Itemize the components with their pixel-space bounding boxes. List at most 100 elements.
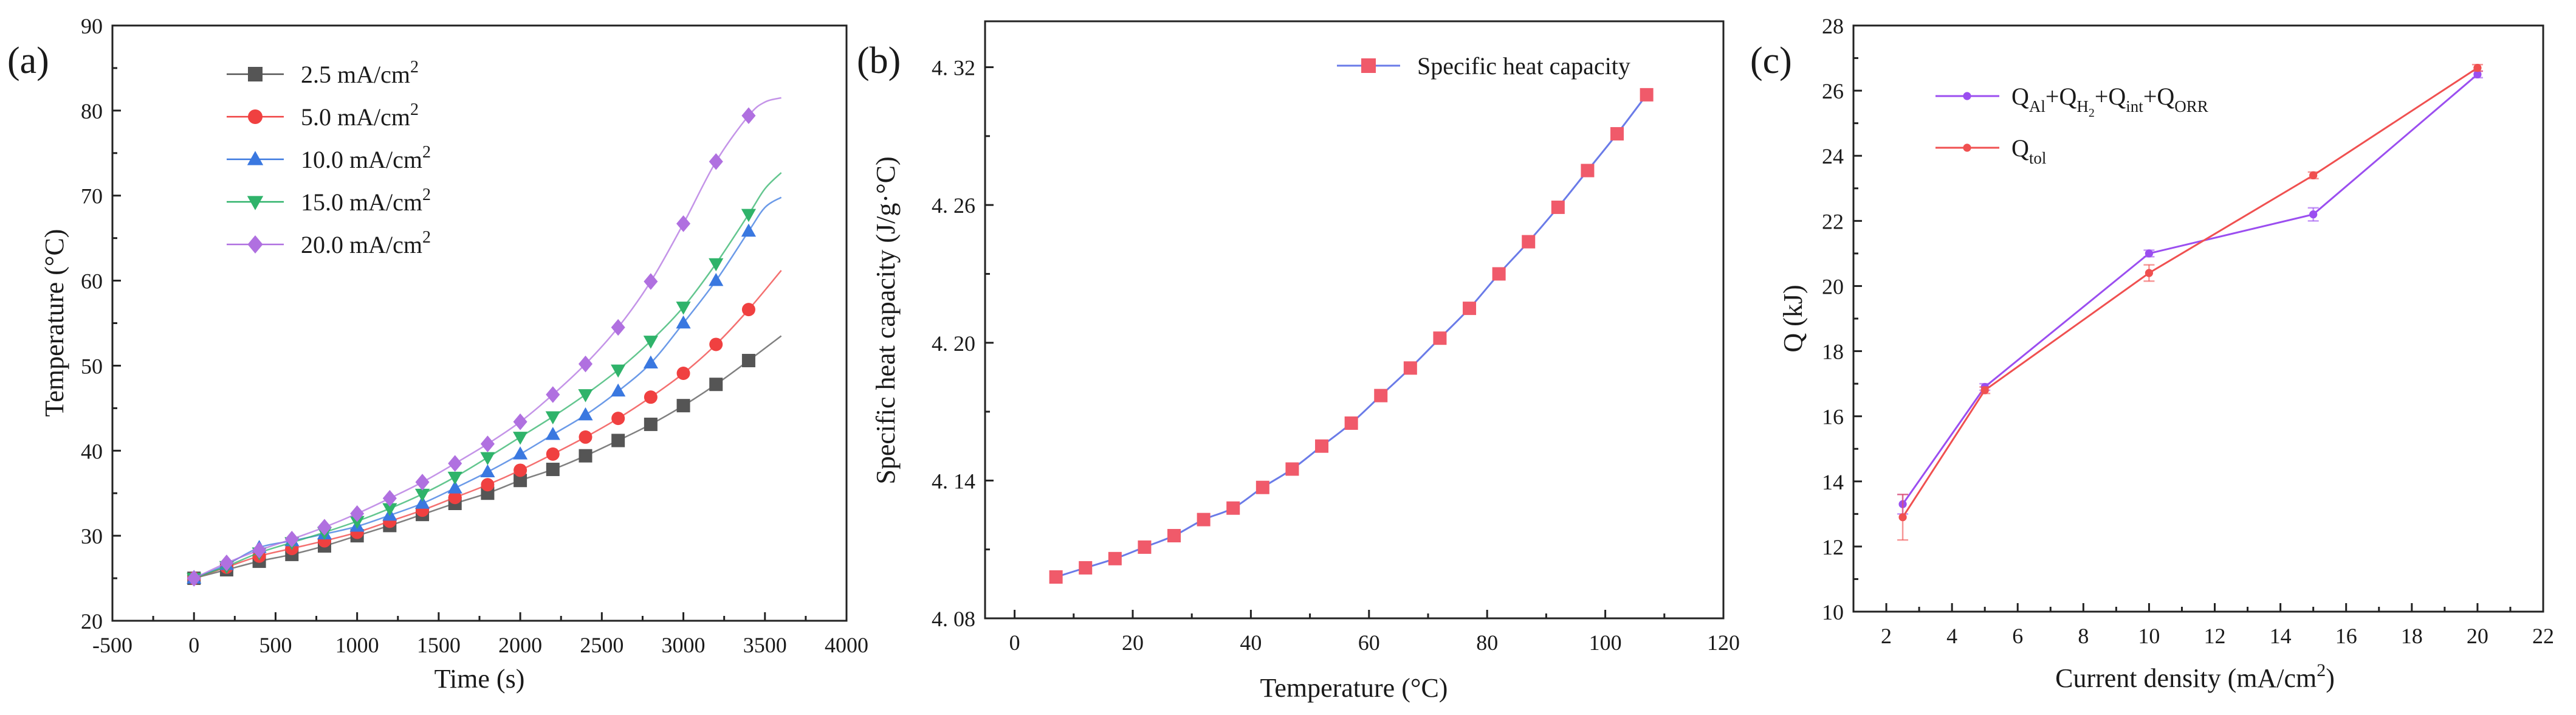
c-x-tick-label: 8 [2078, 624, 2089, 648]
c-y-tick-label: 24 [1822, 144, 1844, 168]
panel-a-data-point [187, 570, 201, 587]
panel-a-series-4 [187, 172, 782, 586]
panel-a-data-point [382, 503, 397, 517]
panel-c-series-2 [1897, 64, 2483, 541]
panel-a-data-point [317, 519, 332, 536]
panel-a-temperature-chart: (a) -500 0 500 1000 1500 2000 2500 3000 3500 4000… [7, 14, 868, 694]
panel-a-data-point [579, 430, 592, 444]
panel-b-data-point [1138, 540, 1152, 554]
a-x-tick-label: 3000 [662, 633, 706, 657]
panel-a-legend-label: 20.0 mA/cm2 [301, 228, 431, 258]
panel-a-data-point [513, 474, 527, 488]
panel-a-data-point [414, 496, 430, 509]
panel-a-data-point [741, 354, 755, 368]
c-x-tick-label: 18 [2401, 624, 2423, 648]
panel-b-data-point [1255, 480, 1269, 494]
a-y-tick-label: 20 [81, 609, 103, 634]
panel-b-data-point [1610, 127, 1624, 141]
panel-a-series-2 [187, 269, 782, 585]
panel-c-legend-label: Qtol​ [2011, 134, 2046, 167]
c-x-tick-label: 14 [2270, 624, 2292, 648]
panel-a-series-line [193, 172, 782, 579]
panel-a-data-point [611, 433, 625, 447]
panel-a-data-point [414, 488, 430, 502]
panel-a-legend-marker [248, 67, 263, 81]
panel-a-data-point [611, 319, 625, 336]
panel-b-data-point [1374, 389, 1388, 402]
panel-b-label: (b) [857, 40, 901, 81]
panel-a-data-point [676, 215, 691, 232]
panel-a-legend-marker [247, 235, 263, 254]
panel-a-y-axis-title: Temperature (°C) [39, 229, 69, 417]
panel-b-series-1 [1049, 88, 1654, 584]
c-y-tick-label: 22 [1822, 209, 1844, 233]
panel-a-data-point [480, 464, 495, 478]
panel-c-series-1 [1897, 70, 2483, 515]
panel-a-data-point [579, 449, 592, 463]
c-x-tick-label: 10 [2138, 624, 2160, 648]
panel-a-data-point [578, 407, 593, 421]
panel-a-series-line [193, 97, 781, 579]
a-x-tick-label: 1500 [417, 633, 461, 657]
panel-a-data-point [513, 413, 527, 430]
panel-b-data-point [1315, 439, 1329, 453]
a-y-tick-label: 40 [81, 439, 103, 463]
panel-a-data-point [709, 378, 723, 392]
panel-a-legend-marker [248, 109, 263, 124]
panel-a-data-point [644, 390, 658, 404]
panel-a-data-point [709, 153, 723, 170]
panel-a-series-5 [187, 97, 781, 587]
b-x-tick-label: 20 [1122, 630, 1144, 655]
panel-c-label: (c) [1750, 40, 1792, 81]
panel-a-data-point [546, 463, 560, 477]
panel-c-series-line [1901, 74, 2478, 505]
panel-c-data-point [1980, 386, 1989, 395]
panel-a-data-point [481, 478, 495, 492]
panel-a-data-point [545, 411, 560, 424]
panel-b-x-axis-title: Temperature (°C) [1260, 673, 1448, 703]
a-y-tick-label: 60 [81, 269, 103, 294]
c-x-tick-label: 16 [2335, 624, 2357, 648]
c-x-tick-label: 20 [2467, 624, 2488, 648]
panel-b-data-point [1079, 561, 1093, 575]
b-y-tick-label: 4. 20 [932, 331, 975, 356]
panel-b-data-point [1522, 235, 1536, 249]
c-y-tick-label: 28 [1822, 14, 1844, 38]
panel-a-data-point [545, 427, 560, 440]
a-x-tick-label: 3500 [743, 633, 787, 657]
panel-a-legend-label: 5.0 mA/cm2 [301, 100, 419, 131]
panel-c-data-point [1898, 513, 1907, 522]
panel-a-data-point [447, 471, 462, 485]
panel-a-data-point [676, 399, 690, 413]
panel-a-data-point [350, 505, 365, 522]
b-x-tick-label: 80 [1476, 630, 1498, 655]
b-y-tick-label: 4. 26 [932, 193, 975, 218]
c-x-tick-label: 4 [1946, 624, 1957, 648]
b-x-tick-label: 120 [1707, 630, 1740, 655]
panel-c-data-point [2145, 269, 2154, 277]
panel-a-data-point [676, 302, 691, 315]
panel-a-series-3 [187, 196, 782, 584]
panel-a-data-point [578, 389, 593, 402]
panel-a-data-point [741, 107, 756, 124]
a-x-tick-label: 0 [188, 633, 199, 657]
c-y-tick-label: 16 [1822, 405, 1844, 429]
a-x-tick-label: -500 [92, 633, 132, 657]
panel-c-legend-marker [1963, 143, 1971, 152]
panel-a-series-line [193, 269, 782, 579]
c-y-tick-label: 14 [1822, 470, 1844, 494]
b-x-tick-label: 100 [1589, 630, 1622, 655]
a-x-tick-label: 500 [259, 633, 292, 657]
a-x-tick-label: 4000 [825, 633, 868, 657]
panel-b-y-axis-title: Specific heat capacity (J/g·°C) [871, 156, 901, 484]
c-x-tick-label: 6 [2012, 624, 2023, 648]
a-x-tick-label: 1000 [335, 633, 379, 657]
panel-b-data-point [1344, 416, 1358, 430]
panel-b-data-point [1226, 501, 1240, 515]
panel-a-data-point [252, 542, 267, 559]
panel-c-data-point [2309, 210, 2318, 219]
a-x-tick-label: 2500 [580, 633, 623, 657]
panel-b-legend: Specific heat capacity [1337, 52, 1630, 80]
a-y-tick-label: 30 [81, 524, 103, 548]
